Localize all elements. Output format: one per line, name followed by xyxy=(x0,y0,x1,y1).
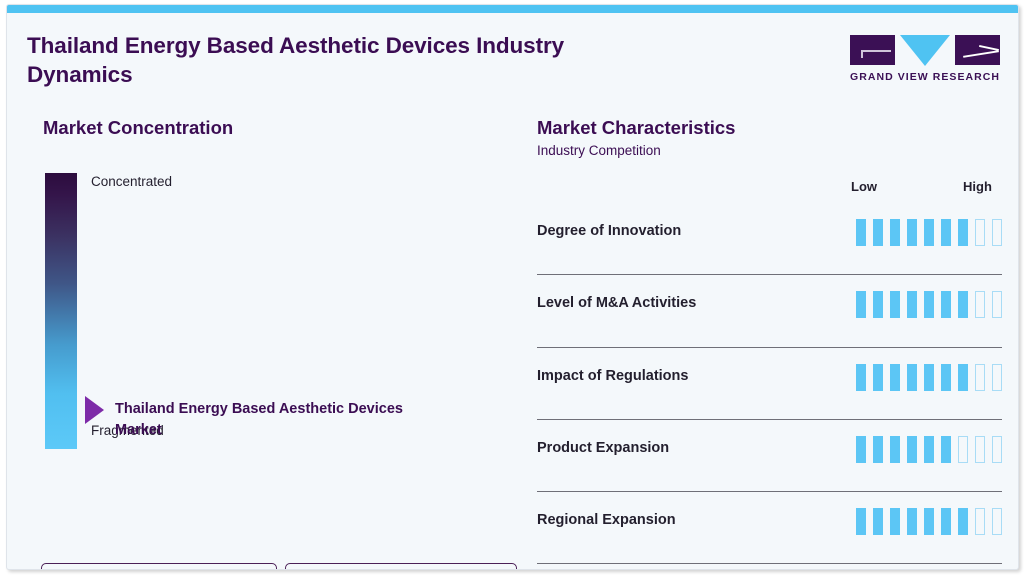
meter-segment-empty xyxy=(958,435,968,463)
meter-segment-filled xyxy=(924,508,934,536)
meter-segment-empty xyxy=(992,219,1002,246)
scale-label-fragmented: Fragmented xyxy=(91,423,164,438)
characteristic-row: Level of M&A Activities xyxy=(537,275,1002,348)
meter-segment-filled xyxy=(856,508,866,536)
meter-segment-empty xyxy=(992,363,1002,391)
meter-segment-filled xyxy=(941,508,951,536)
logo-wordmark: GRAND VIEW RESEARCH xyxy=(850,71,1001,83)
header: Thailand Energy Based Aesthetic Devices … xyxy=(7,13,1018,99)
meter-segment-filled xyxy=(890,363,900,391)
meter-segment-filled xyxy=(856,219,866,246)
meter-segment-filled xyxy=(941,219,951,246)
intensity-meter xyxy=(856,363,1002,391)
meter-segment-filled xyxy=(941,291,951,319)
meter-segment-empty xyxy=(975,435,985,463)
market-concentration-panel: Market Concentration Concentrated Fragme… xyxy=(7,99,519,569)
scale-label-concentrated: Concentrated xyxy=(91,174,173,189)
meter-segment-filled xyxy=(941,435,951,463)
meter-segment-filled xyxy=(924,219,934,246)
page-title: Thailand Energy Based Aesthetic Devices … xyxy=(27,33,565,87)
meter-segment-filled xyxy=(958,291,968,319)
logo-marks xyxy=(850,35,1000,66)
logo-triangle-icon xyxy=(900,35,950,66)
market-concentration-title: Market Concentration xyxy=(43,117,234,138)
scale-label-high: High xyxy=(963,179,992,194)
meter-segment-filled xyxy=(958,219,968,246)
meter-segment-empty xyxy=(975,508,985,536)
infographic-card: Thailand Energy Based Aesthetic Devices … xyxy=(6,4,1019,570)
market-growth-stage-box: Market Growth Stage Medium Low | Medium … xyxy=(41,563,277,569)
meter-segment-empty xyxy=(992,508,1002,536)
market-characteristics-title: Market Characteristics xyxy=(537,117,736,138)
market-position-marker-icon xyxy=(85,396,104,424)
meter-segment-filled xyxy=(924,435,934,463)
meter-segment-empty xyxy=(992,291,1002,319)
meter-segment-filled xyxy=(856,435,866,463)
market-characteristics-panel: Market Characteristics Industry Competit… xyxy=(519,99,1018,569)
meter-segment-empty xyxy=(975,219,985,246)
characteristic-label: Level of M&A Activities xyxy=(537,295,697,312)
characteristics-rows: Degree of Innovation Level of M&A Activit… xyxy=(537,203,1002,565)
characteristic-label: Product Expansion xyxy=(537,439,670,456)
meter-segment-filled xyxy=(907,363,917,391)
brand-logo: GRAND VIEW RESEARCH xyxy=(850,35,1000,83)
characteristic-label: Degree of Innovation xyxy=(537,223,682,239)
characteristic-label: Impact of Regulations xyxy=(537,367,689,384)
meter-segment-filled xyxy=(907,219,917,246)
concentration-gradient-bar xyxy=(45,173,77,449)
characteristic-row: Product Expansion xyxy=(537,420,1002,493)
intensity-meter xyxy=(856,508,1002,536)
meter-segment-empty xyxy=(992,435,1002,463)
meter-segment-filled xyxy=(873,508,883,536)
logo-left-block-icon xyxy=(850,35,895,65)
meter-segment-filled xyxy=(873,291,883,319)
meter-segment-filled xyxy=(890,291,900,319)
intensity-meter xyxy=(856,219,1002,246)
meter-segment-filled xyxy=(890,508,900,536)
meter-segment-filled xyxy=(856,363,866,391)
characteristic-row: Degree of Innovation xyxy=(537,203,1002,276)
intensity-meter xyxy=(856,291,1002,319)
characteristic-row: Impact of Regulations xyxy=(537,348,1002,420)
meter-segment-filled xyxy=(924,363,934,391)
meter-segment-filled xyxy=(873,435,883,463)
market-position-label: Thailand Energy Based Aesthetic Devices … xyxy=(115,401,403,438)
meter-segment-filled xyxy=(941,363,951,391)
meter-segment-filled xyxy=(856,291,866,319)
market-characteristics-subtitle: Industry Competition xyxy=(537,143,661,158)
meter-segment-empty xyxy=(975,363,985,391)
scale-label-low: Low xyxy=(851,179,877,194)
meter-segment-filled xyxy=(958,508,968,536)
pace-of-market-growth-box: Pace of Market Growth Accelerating Accel… xyxy=(285,563,517,569)
top-accent-bar xyxy=(7,5,1018,13)
characteristic-row: Regional Expansion xyxy=(537,492,1002,565)
logo-right-block-icon xyxy=(955,35,1000,65)
meter-segment-filled xyxy=(924,291,934,319)
meter-segment-filled xyxy=(890,219,900,246)
meter-segment-empty xyxy=(975,291,985,319)
intensity-meter xyxy=(856,435,1002,463)
meter-segment-filled xyxy=(907,508,917,536)
meter-segment-filled xyxy=(890,435,900,463)
meter-segment-filled xyxy=(873,219,883,246)
meter-segment-filled xyxy=(873,363,883,391)
characteristic-label: Regional Expansion xyxy=(537,512,676,529)
meter-segment-filled xyxy=(907,435,917,463)
meter-segment-filled xyxy=(958,363,968,391)
meter-segment-filled xyxy=(907,291,917,319)
